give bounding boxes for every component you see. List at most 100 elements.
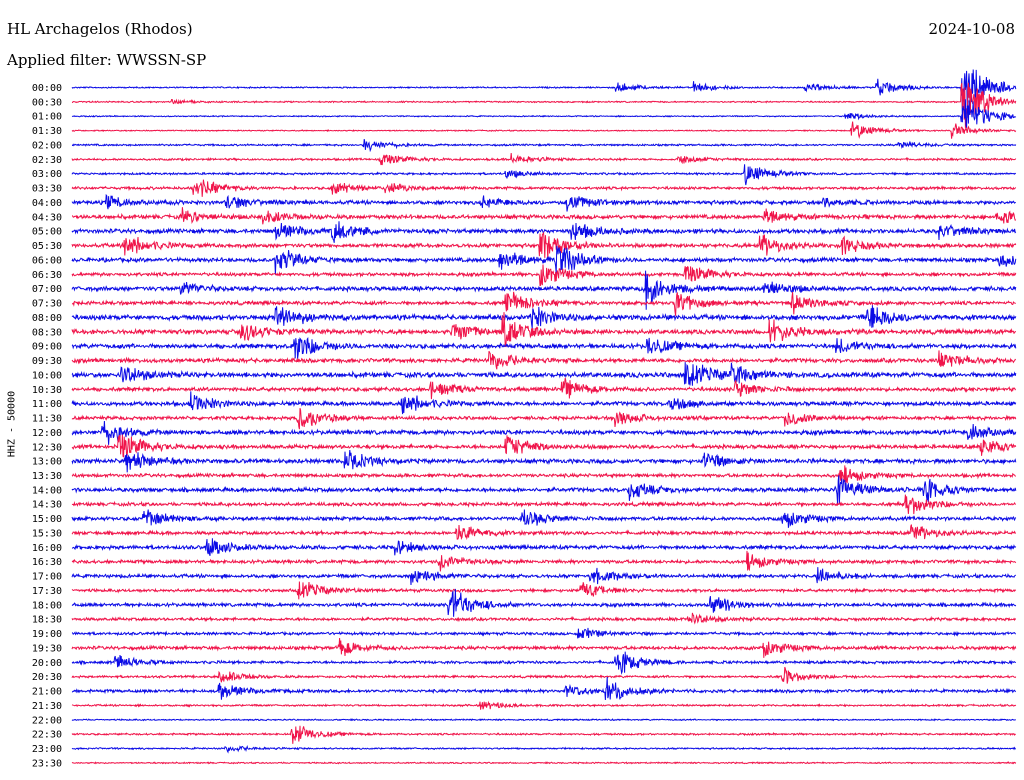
time-label-2230: 22:30 xyxy=(32,730,62,741)
time-label-2100: 21:00 xyxy=(32,687,62,698)
time-label-1100: 11:00 xyxy=(32,399,62,410)
time-label-2300: 23:00 xyxy=(32,744,62,755)
trace-2300 xyxy=(71,744,1016,754)
trace-0600 xyxy=(71,245,1017,275)
trace-0230 xyxy=(71,153,1017,166)
time-label-0330: 03:30 xyxy=(32,184,62,195)
trace-0530 xyxy=(71,231,1017,260)
time-label-1930: 19:30 xyxy=(32,643,62,654)
time-label-2330: 23:30 xyxy=(32,758,62,769)
trace-0430 xyxy=(72,207,1017,225)
trace-2100 xyxy=(71,676,1016,701)
trace-0930 xyxy=(71,350,1016,370)
time-label-1900: 19:00 xyxy=(32,629,62,640)
trace-1430 xyxy=(71,494,1016,515)
trace-2200 xyxy=(71,718,1016,722)
time-label-1400: 14:00 xyxy=(32,485,62,496)
time-label-0400: 04:00 xyxy=(32,198,62,209)
trace-0730 xyxy=(71,291,1016,316)
trace-0100 xyxy=(71,99,1017,128)
trace-1200 xyxy=(71,420,1017,445)
trace-1730 xyxy=(71,581,1017,600)
time-label-0000: 00:00 xyxy=(32,83,62,94)
trace-0130 xyxy=(71,121,1017,139)
trace-0800 xyxy=(71,305,1017,329)
time-label-0230: 02:30 xyxy=(32,155,62,166)
time-label-0100: 01:00 xyxy=(32,112,62,123)
trace-0030 xyxy=(71,82,1017,128)
time-label-0030: 00:30 xyxy=(32,97,62,108)
time-label-0630: 06:30 xyxy=(32,270,62,281)
time-label-0700: 07:00 xyxy=(32,284,62,295)
time-label-1200: 12:00 xyxy=(32,428,62,439)
time-label-2130: 21:30 xyxy=(32,701,62,712)
time-label-1730: 17:30 xyxy=(32,586,62,597)
trace-1100 xyxy=(71,391,1017,415)
trace-1300 xyxy=(71,449,1017,473)
trace-1630 xyxy=(71,550,1017,572)
time-label-0900: 09:00 xyxy=(32,342,62,353)
trace-0900 xyxy=(71,337,1017,359)
trace-1330 xyxy=(71,465,1016,484)
trace-0630 xyxy=(71,264,1017,287)
trace-1530 xyxy=(71,524,1017,541)
time-label-1000: 10:00 xyxy=(32,370,62,381)
filter-label: Applied filter: WWSSN-SP xyxy=(7,51,207,69)
time-label-1300: 13:00 xyxy=(32,457,62,468)
trace-1500 xyxy=(71,509,1017,528)
trace-0330 xyxy=(71,179,1017,197)
trace-1830 xyxy=(71,612,1017,625)
trace-1700 xyxy=(71,567,1017,586)
date-label: 2024-10-08 xyxy=(928,20,1015,38)
time-label-1630: 16:30 xyxy=(32,557,62,568)
trace-2130 xyxy=(71,700,1017,710)
time-label-1500: 15:00 xyxy=(32,514,62,525)
time-label-0430: 04:30 xyxy=(32,212,62,223)
trace-group xyxy=(71,69,1017,765)
time-label-1330: 13:30 xyxy=(32,471,62,482)
trace-0200 xyxy=(71,138,1017,153)
time-label-1030: 10:30 xyxy=(32,385,62,396)
time-label-1600: 16:00 xyxy=(32,543,62,554)
trace-1400 xyxy=(71,475,1017,505)
trace-0400 xyxy=(71,193,1016,212)
trace-0300 xyxy=(71,164,1017,186)
trace-2230 xyxy=(71,725,1016,744)
time-label-0300: 03:00 xyxy=(32,169,62,180)
time-label-0930: 09:30 xyxy=(32,356,62,367)
trace-1230 xyxy=(71,434,1017,458)
time-label-1430: 14:30 xyxy=(32,500,62,511)
time-label-0130: 01:30 xyxy=(32,126,62,137)
trace-1000 xyxy=(71,362,1017,386)
trace-1600 xyxy=(71,538,1017,557)
time-label-1800: 18:00 xyxy=(32,600,62,611)
time-label-0500: 05:00 xyxy=(32,227,62,238)
time-label-0530: 05:30 xyxy=(32,241,62,252)
time-label-0730: 07:30 xyxy=(32,299,62,310)
time-label-1230: 12:30 xyxy=(32,442,62,453)
trace-0000 xyxy=(71,69,1017,123)
time-label-0600: 06:00 xyxy=(32,255,62,266)
time-label-0830: 08:30 xyxy=(32,327,62,338)
trace-0700 xyxy=(71,270,1017,310)
trace-1930 xyxy=(71,637,1017,658)
trace-2000 xyxy=(71,651,1016,675)
trace-1800 xyxy=(71,588,1017,617)
trace-2030 xyxy=(71,666,1017,684)
trace-1130 xyxy=(71,407,1017,430)
time-label-1830: 18:30 xyxy=(32,615,62,626)
time-label-group: 00:00 00:30 01:00 01:30 02:00 02:30 03:00 03:30… xyxy=(32,83,62,769)
trace-1900 xyxy=(71,627,1017,639)
time-label-0200: 02:00 xyxy=(32,140,62,151)
time-label-1700: 17:00 xyxy=(32,572,62,583)
time-label-2000: 20:00 xyxy=(32,658,62,669)
trace-1030 xyxy=(71,377,1016,400)
trace-0830 xyxy=(71,312,1016,348)
time-label-2200: 22:00 xyxy=(32,715,62,726)
time-label-0800: 08:00 xyxy=(32,313,62,324)
time-label-1130: 11:30 xyxy=(32,414,62,425)
station-title: HL Archagelos (Rhodos) xyxy=(7,20,193,38)
time-label-1530: 15:30 xyxy=(32,528,62,539)
time-label-2030: 20:30 xyxy=(32,672,62,683)
